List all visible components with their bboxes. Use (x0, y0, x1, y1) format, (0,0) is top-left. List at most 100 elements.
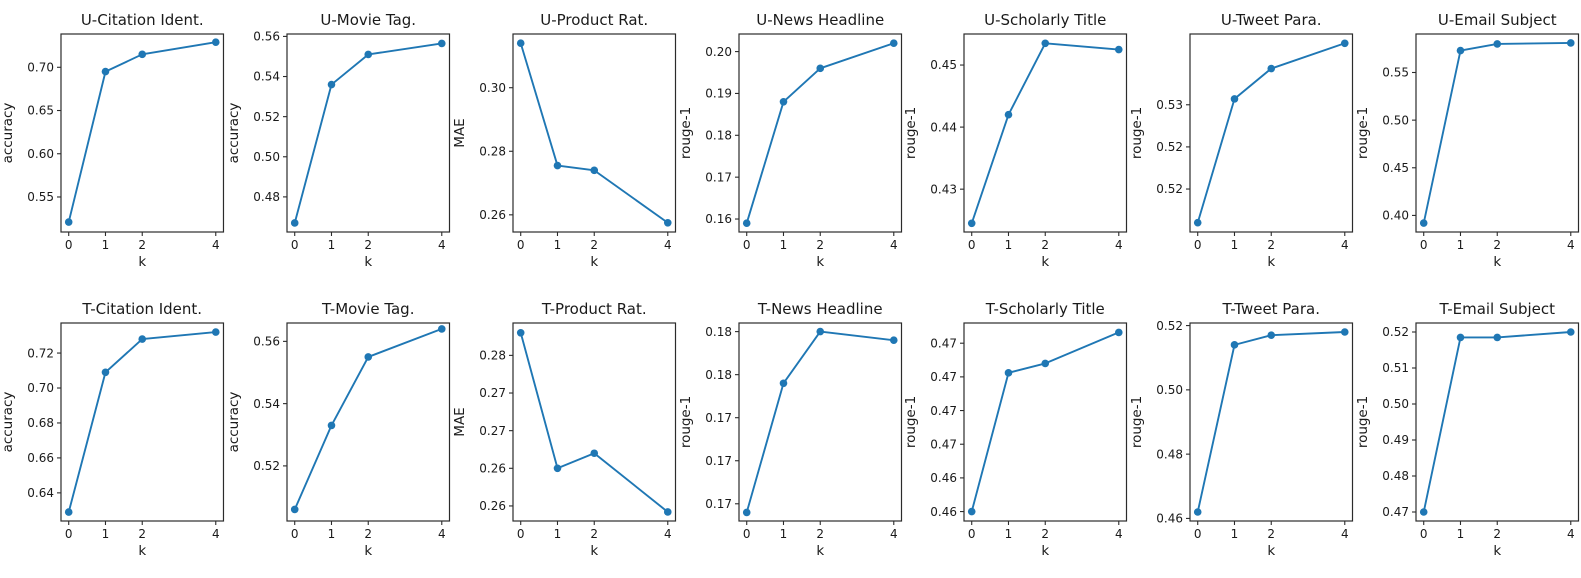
subplot-title: T-News Headline (756, 300, 882, 318)
x-axis-label: k (1042, 254, 1050, 270)
y-tick-label: 0.50 (1157, 383, 1184, 397)
subplot-t-news-headline: 0.17 0.17 0.17 0.18 0.18 0 1 2 4 T-News Headline k… (678, 289, 904, 578)
data-point (742, 508, 751, 517)
axes-box (1189, 322, 1354, 522)
subplot-u-email-subject: 0.40 0.45 0.50 0.55 0 1 2 4 U-Email Subject k roug… (1355, 0, 1581, 289)
x-tick-label: 2 (138, 527, 146, 541)
subplot-title: T-Product Rat. (541, 300, 647, 318)
x-tick-label: 1 (1231, 238, 1239, 252)
data-point (1567, 39, 1575, 47)
y-tick-label: 0.16 (705, 212, 732, 226)
subplot-t-scholarly-title: 0.46 0.46 0.47 0.47 0.47 0.47 0 1 2 4 T-Scholarly … (903, 289, 1129, 578)
data-point (816, 64, 824, 73)
y-tick-label: 0.60 (27, 147, 54, 161)
data-point (1041, 359, 1050, 368)
x-tick-label: 4 (1115, 527, 1123, 541)
y-tick-label: 0.55 (27, 190, 54, 204)
y-axis-label: rouge-1 (1355, 107, 1371, 159)
x-tick-label: 2 (1268, 238, 1276, 252)
data-point (1115, 328, 1124, 337)
subplot-u-product-rat: 0.26 0.28 0.30 0 1 2 4 U-Product Rat. k MAE (452, 0, 678, 289)
data-point (889, 336, 898, 345)
data-point (1341, 39, 1349, 48)
y-tick-label: 0.50 (1382, 397, 1409, 411)
data-point (1567, 328, 1575, 336)
y-axis-label: rouge-1 (1355, 396, 1371, 448)
data-line (519, 42, 669, 224)
subplot-title: T-Scholarly Title (985, 300, 1105, 318)
axes-box (737, 33, 902, 233)
x-tick-label: 0 (742, 527, 750, 541)
data-point (1456, 333, 1465, 342)
x-tick-label: 0 (1194, 238, 1202, 252)
x-axis-label: k (590, 254, 598, 270)
plot-canvas: 0.47 0.48 0.49 0.50 0.51 0.52 0 1 2 4 T-Email Subj… (1355, 300, 1580, 559)
y-axis-label: rouge-1 (678, 396, 694, 448)
y-tick-label: 0.56 (253, 335, 280, 349)
y-tick-label: 0.56 (253, 30, 280, 44)
data-point (437, 325, 446, 333)
data-point (742, 219, 751, 228)
plot-canvas: 0.55 0.60 0.65 0.70 0 1 2 4 U-Citation Ident. k ac… (0, 11, 225, 270)
x-tick-label: 2 (1268, 527, 1276, 541)
data-line (1197, 331, 1347, 513)
plot-canvas: 0.17 0.17 0.17 0.18 0.18 0 1 2 4 T-News Headline k… (678, 300, 902, 559)
x-axis-label: k (1268, 543, 1276, 559)
x-axis-label: k (590, 543, 598, 559)
x-tick-label: 4 (1341, 238, 1349, 252)
x-tick-label: 4 (1341, 527, 1349, 541)
data-point (211, 328, 220, 336)
data-point (211, 38, 220, 47)
x-tick-label: 4 (438, 238, 446, 252)
data-point (1420, 219, 1428, 227)
subplot-u-tweet-para: 0.52 0.52 0.53 0 1 2 4 U-Tweet Para. k rouge-1 (1129, 0, 1355, 289)
axes-box (963, 322, 1128, 522)
y-axis-label: accuracy (0, 392, 16, 453)
y-tick-label: 0.52 (1157, 140, 1184, 154)
plot-canvas: 0.48 0.50 0.52 0.54 0.56 0 1 2 4 U-Movie Tag. k acc… (226, 11, 450, 270)
x-tick-label: 0 (291, 238, 299, 252)
x-tick-label: 2 (590, 527, 598, 541)
x-tick-label: 4 (890, 527, 898, 541)
y-tick-label: 0.48 (1157, 447, 1184, 461)
data-point (1194, 218, 1202, 227)
x-tick-label: 4 (1115, 238, 1123, 252)
data-line (745, 42, 895, 225)
subplot-title: U-News Headline (756, 11, 884, 29)
data-point (1230, 95, 1239, 103)
x-tick-label: 2 (364, 238, 372, 252)
data-point (1341, 328, 1349, 336)
data-line (519, 331, 669, 513)
subplot-title: T-Email Subject (1439, 300, 1556, 318)
subplot-title: U-Email Subject (1438, 11, 1557, 29)
y-tick-label: 0.54 (253, 397, 280, 411)
data-point (1267, 64, 1276, 73)
x-tick-label: 1 (1457, 238, 1465, 252)
y-tick-label: 0.47 (931, 336, 958, 350)
data-point (101, 368, 110, 377)
y-tick-label: 0.49 (1382, 433, 1409, 447)
subplot-title: U-Tweet Para. (1221, 11, 1322, 29)
x-axis-label: k (1268, 254, 1276, 270)
y-tick-label: 0.68 (27, 416, 54, 430)
x-tick-label: 2 (816, 527, 824, 541)
y-tick-label: 0.52 (253, 110, 280, 124)
y-tick-label: 0.72 (27, 346, 54, 360)
data-point (516, 39, 525, 48)
x-tick-label: 2 (1042, 527, 1050, 541)
data-point (138, 335, 147, 343)
x-tick-label: 2 (816, 238, 824, 252)
plot-canvas: 0.46 0.48 0.50 0.52 0 1 2 4 T-Tweet Para. k rouge-… (1129, 300, 1354, 559)
plot-canvas: 0.46 0.46 0.47 0.47 0.47 0.47 0 1 2 4 T-Scholarly … (903, 300, 1128, 559)
axes-box (286, 322, 450, 522)
plot-canvas: 0.40 0.45 0.50 0.55 0 1 2 4 U-Email Subject k roug… (1355, 11, 1580, 270)
x-axis-label: k (1042, 543, 1050, 559)
subplot-title: T-Tweet Para. (1222, 300, 1320, 318)
subplot-u-citation-ident: 0.55 0.60 0.65 0.70 0 1 2 4 U-Citation Ident. k ac… (0, 0, 226, 289)
y-axis-label: accuracy (226, 392, 242, 453)
data-point (1456, 46, 1465, 55)
y-tick-label: 0.18 (705, 325, 732, 339)
y-tick-label: 0.45 (1382, 161, 1409, 175)
y-axis-label: MAE (452, 118, 468, 147)
x-tick-label: 1 (553, 527, 561, 541)
